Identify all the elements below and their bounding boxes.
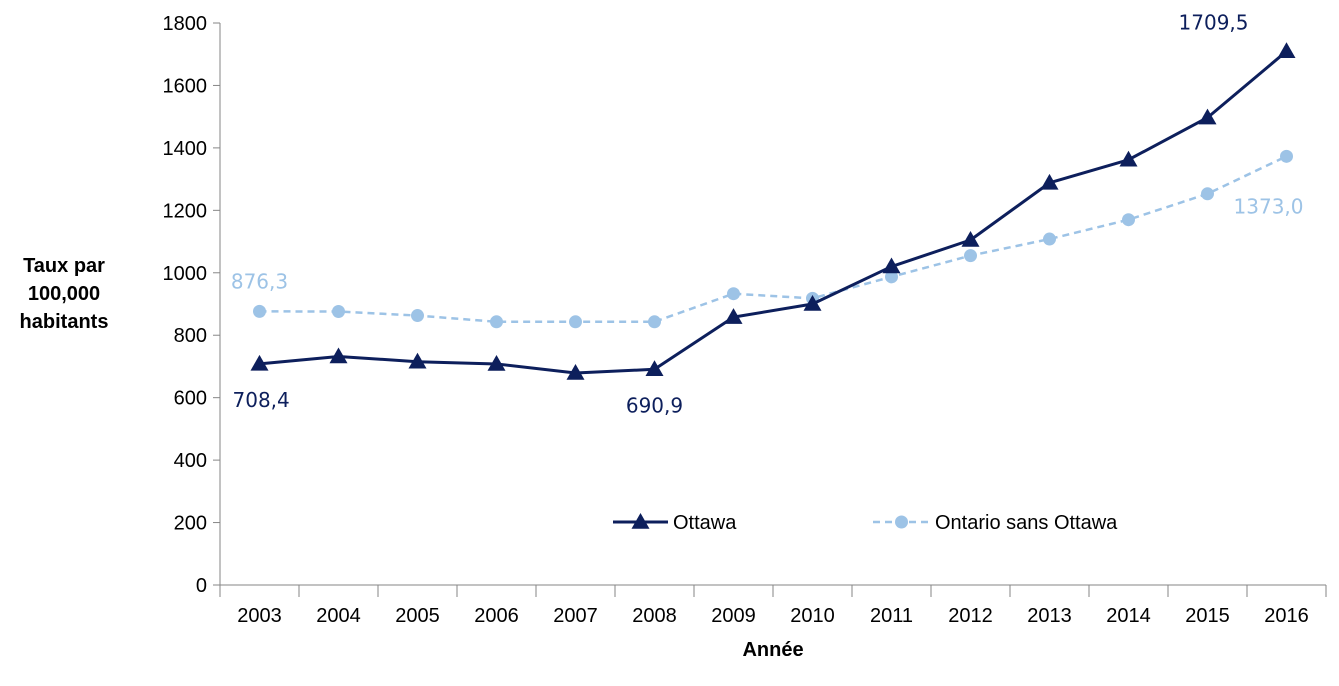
data-point-circle [332, 304, 345, 318]
data-point-triangle [645, 360, 664, 377]
data-point-triangle [1119, 150, 1138, 167]
y-axis-title: Taux par 100,000 habitants [20, 255, 109, 333]
x-tick-label: 2009 [711, 605, 756, 627]
data-point-triangle [329, 347, 348, 364]
y-tick-label: 200 [174, 513, 207, 535]
y-axis-title-line: habitants [20, 311, 109, 333]
data-point-triangle [1040, 173, 1059, 190]
data-point-triangle [408, 352, 427, 369]
data-label: 1709,5 [1179, 10, 1249, 34]
data-point-triangle [1277, 42, 1296, 59]
data-point-circle [1122, 213, 1135, 227]
y-tick-label: 1000 [163, 263, 208, 285]
data-point-circle [411, 309, 424, 323]
data-label: 1373,0 [1234, 194, 1304, 218]
data-point-circle [253, 304, 266, 318]
legend-label: Ottawa [673, 512, 737, 534]
y-axis-title-line: 100,000 [28, 283, 100, 305]
data-point-circle [569, 315, 582, 329]
data-point-circle [1043, 232, 1056, 246]
data-point-triangle [882, 257, 901, 274]
x-tick-label: 2007 [553, 605, 598, 627]
data-point-circle [727, 287, 740, 301]
data-label: 708,4 [233, 388, 290, 412]
series-ottawa [250, 42, 1296, 380]
series-line [259, 50, 1288, 375]
legend-marker-circle [895, 515, 908, 529]
data-point-triangle [1198, 108, 1217, 125]
y-axis-title-line: Taux par [23, 255, 105, 277]
y-tick-label: 1600 [163, 75, 208, 97]
x-tick-label: 2006 [474, 605, 519, 627]
x-tick-label: 2010 [790, 605, 835, 627]
x-axis-title: Année [742, 639, 803, 661]
x-tick-label: 2008 [632, 605, 677, 627]
data-point-triangle [803, 295, 822, 311]
data-point-circle [885, 270, 898, 284]
y-tick-label: 800 [174, 325, 207, 347]
data-point-triangle [961, 230, 980, 247]
x-tick-label: 2003 [237, 605, 282, 627]
x-tick-label: 2013 [1027, 605, 1072, 627]
y-tick-label: 600 [174, 388, 207, 410]
y-tick-label: 1400 [163, 138, 208, 160]
legend-item: Ontario sans Ottawa [873, 512, 1118, 534]
x-tick-label: 2012 [948, 605, 993, 627]
legend-item: Ottawa [613, 512, 737, 534]
data-point-circle [1280, 149, 1293, 163]
data-point-triangle [250, 354, 269, 371]
data-label: 690,9 [626, 393, 683, 417]
data-point-circle [490, 315, 503, 329]
x-tick-label: 2014 [1106, 605, 1151, 627]
legend-marker-triangle [631, 513, 650, 529]
data-point-triangle [566, 364, 585, 380]
series-line [259, 155, 1288, 324]
data-label: 876,3 [231, 269, 288, 293]
y-tick-label: 0 [196, 575, 207, 597]
y-tick-label: 1800 [163, 13, 208, 35]
series-ontario-sans-ottawa [253, 149, 1293, 329]
x-tick-label: 2016 [1264, 605, 1309, 627]
y-tick-label: 1200 [163, 200, 208, 222]
legend-label: Ontario sans Ottawa [935, 512, 1118, 534]
x-tick-label: 2011 [870, 605, 913, 627]
x-tick-label: 2005 [395, 605, 440, 627]
data-point-circle [648, 315, 661, 329]
x-tick-label: 2004 [316, 605, 361, 627]
y-tick-label: 400 [174, 450, 207, 472]
data-point-triangle [724, 308, 743, 324]
x-tick-label: 2015 [1185, 605, 1230, 627]
data-point-triangle [487, 354, 506, 371]
data-point-circle [964, 249, 977, 263]
data-point-circle [1201, 187, 1214, 201]
